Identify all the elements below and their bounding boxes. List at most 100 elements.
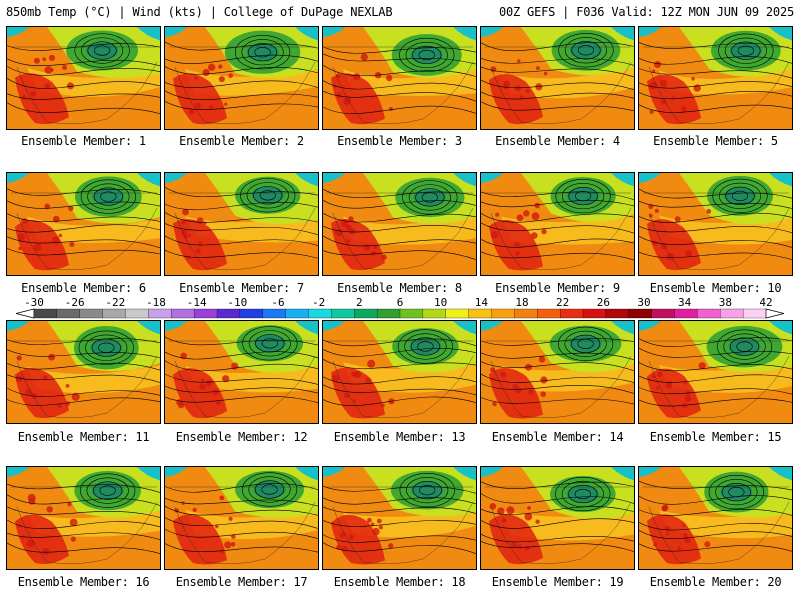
colorbar-labels: -30 -26 -22 -18 -14 -10 -6 -2 2 6 10 14 18 22 26 30 34 38… [0, 296, 800, 309]
temperature-map [639, 173, 792, 275]
colorbar-tick-label: -22 [105, 296, 126, 309]
colorbar-swatch [720, 308, 744, 319]
temperature-map [7, 173, 160, 275]
colorbar-tick-label: -10 [227, 296, 248, 309]
ensemble-member-map [638, 466, 793, 570]
ensemble-member-label: Ensemble Member: 8 [337, 281, 462, 295]
ensemble-member-map [480, 466, 635, 570]
colorbar-tick-label: 2 [356, 296, 363, 309]
ensemble-member-map [638, 320, 793, 424]
ensemble-member-map [6, 466, 161, 570]
ensemble-member-map [480, 172, 635, 276]
colorbar-tick-label: 22 [556, 296, 570, 309]
temperature-map [323, 321, 476, 423]
colorbar-swatch [537, 308, 561, 319]
colorbar-swatch [262, 308, 287, 319]
colorbar-swatch [399, 308, 424, 319]
temperature-colorbar: -30 -26 -22 -18 -14 -10 -6 -2 2 6 10 14 18 22 26 30 34 38… [0, 296, 800, 320]
ensemble-member-label: Ensemble Member: 3 [337, 134, 462, 148]
colorbar-swatch [491, 308, 515, 319]
colorbar-swatch [742, 308, 767, 319]
colorbar-swatch [79, 308, 104, 319]
colorbar-tick-label: -6 [271, 296, 285, 309]
temperature-map [639, 321, 792, 423]
temperature-map [323, 27, 476, 129]
colorbar-swatch [628, 308, 653, 319]
ensemble-member-map [322, 172, 477, 276]
colorbar-swatch [605, 308, 630, 319]
colorbar-swatch [148, 308, 172, 319]
colorbar-swatch [216, 308, 241, 319]
ensemble-member-label: Ensemble Member: 9 [495, 281, 620, 295]
ensemble-member-map [164, 172, 319, 276]
colorbar-tick-label: 42 [759, 296, 773, 309]
colorbar-tick-label: 18 [515, 296, 529, 309]
colorbar-swatch [697, 308, 721, 319]
temperature-map [639, 467, 792, 569]
colorbar-swatch [559, 308, 584, 319]
ensemble-member-label: Ensemble Member: 2 [179, 134, 304, 148]
colorbar-swatch [376, 308, 401, 319]
ensemble-member-label: Ensemble Member: 7 [179, 281, 304, 295]
run-valid-title: 00Z GEFS | F036 Valid: 12Z MON JUN 09 20… [498, 5, 794, 19]
ensemble-member-label: Ensemble Member: 15 [649, 430, 782, 444]
ensemble-member-label: Ensemble Member: 16 [17, 575, 150, 589]
colorbar-swatch [651, 308, 675, 319]
temperature-map [165, 467, 318, 569]
colorbar-tick-label: -18 [146, 296, 166, 309]
ensemble-member-map [164, 466, 319, 570]
ensemble-member-label: Ensemble Member: 10 [649, 281, 782, 295]
colorbar-swatch [514, 308, 538, 319]
ensemble-member-map [480, 320, 635, 424]
ensemble-member-map [164, 26, 319, 130]
colorbar-tick-label: -26 [64, 296, 85, 309]
ensemble-member-label: Ensemble Member: 5 [653, 134, 778, 148]
colorbar-swatch [125, 308, 149, 319]
colorbar-tick-label: 6 [396, 296, 404, 309]
ensemble-member-label: Ensemble Member: 1 [21, 134, 146, 148]
ensemble-member-label: Ensemble Member: 12 [175, 430, 308, 444]
temperature-map [7, 467, 160, 569]
ensemble-member-map [164, 320, 319, 424]
ensemble-member-label: Ensemble Member: 11 [17, 430, 150, 444]
colorbar-swatches [15, 308, 785, 319]
colorbar-swatch [33, 308, 58, 319]
product-title: 850mb Temp (°C) | Wind (kts) | College o… [6, 5, 393, 19]
temperature-map [481, 173, 634, 275]
ensemble-member-label: Ensemble Member: 18 [333, 575, 466, 589]
colorbar-tick-label: 30 [637, 296, 651, 309]
temperature-map [639, 27, 792, 129]
ensemble-member-map [638, 172, 793, 276]
ensemble-member-label: Ensemble Member: 6 [21, 281, 146, 295]
temperature-map [481, 321, 634, 423]
ensemble-member-map [322, 26, 477, 130]
colorbar-tick-label: 14 [474, 296, 488, 309]
header: 850mb Temp (°C) | Wind (kts) | College o… [0, 0, 800, 22]
ensemble-member-label: Ensemble Member: 20 [649, 575, 782, 589]
colorbar-swatch [56, 308, 81, 319]
colorbar-swatch [331, 308, 355, 319]
ensemble-member-label: Ensemble Member: 4 [495, 134, 620, 148]
ensemble-member-map [322, 320, 477, 424]
colorbar-swatch [582, 308, 607, 319]
colorbar-tick-label: 38 [718, 296, 732, 309]
colorbar-swatch [239, 308, 264, 319]
ensemble-member-map [6, 172, 161, 276]
temperature-map [7, 27, 160, 129]
temperature-map [323, 467, 476, 569]
ensemble-member-map [322, 466, 477, 570]
temperature-map [481, 467, 634, 569]
colorbar-swatch [354, 308, 378, 319]
colorbar-tick-label: 10 [434, 296, 448, 309]
colorbar-tick-label: 34 [678, 296, 692, 309]
ensemble-member-label: Ensemble Member: 17 [175, 575, 308, 589]
temperature-map [481, 27, 634, 129]
colorbar-swatch [468, 308, 492, 319]
temperature-map [165, 173, 318, 275]
colorbar-swatch [102, 308, 126, 319]
ensemble-member-map [6, 26, 161, 130]
ensemble-member-map [6, 320, 161, 424]
colorbar-swatch [171, 308, 195, 319]
colorbar-swatch [308, 308, 332, 319]
colorbar-swatch [285, 308, 309, 319]
